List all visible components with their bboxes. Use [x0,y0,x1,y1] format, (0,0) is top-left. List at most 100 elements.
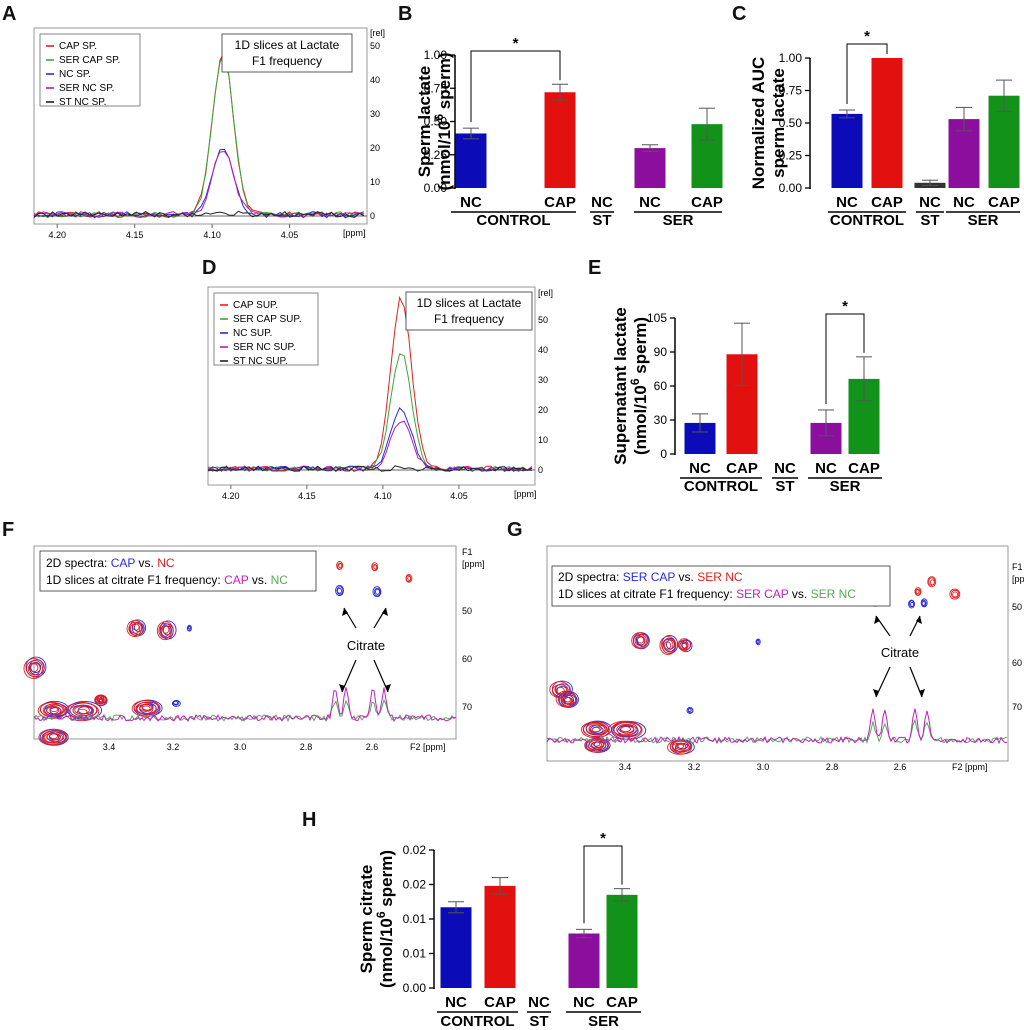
panel-g-slice-trace [546,708,1008,745]
panel-f-line2-vs: vs. [249,573,271,587]
panel-h-bar-chart: 0.00 0.01 0.01 0.02 0.02 NC CAP NC NC CAP CONTROL S… [357,830,641,1030]
contour-ring [336,586,344,595]
contour-ring [98,698,103,703]
panel-f-line2-cap: CAP [224,573,249,587]
contour-ring [678,639,689,651]
contour-ring [561,694,574,705]
panel-e-y-tick-label: 90 [654,345,668,359]
contour-ring [126,620,144,637]
contour-ring [26,660,44,677]
panel-d-spectrum: CAP SUP. SER CAP SUP. NC SUP. SER NC SUP. ST… [207,286,553,501]
panel-h-y-tick-label: 0.00 [403,981,427,995]
panel-d-x-axis: 4.20 4.15 4.10 4.05 [222,485,468,501]
contour-ring [373,564,378,570]
contour-ring [914,587,922,596]
panel-b-y-axis-label: (nmol/106 sperm) [432,52,454,190]
contour-ring [337,587,342,594]
x-tick-label: 3.0 [757,762,770,772]
panel-label-c: C [732,3,746,25]
contour-ring [633,634,647,648]
panel-c-bar [831,113,863,188]
panel-b-category-label: NC [460,194,482,211]
panel-f-slice-trace [33,687,457,723]
panel-b-significance-star: * [513,35,519,52]
y-tick-label: F1 [1012,562,1023,572]
panel-h-group-label: CONTROL [440,1013,514,1030]
panel-g-line1-prefix: 2D spectra: [558,570,623,584]
panel-h-y-tick-label: 0.02 [403,878,427,892]
panel-c-bar [871,58,903,188]
y-tick-label: 50 [370,41,380,51]
contour-ring [159,624,171,637]
contour-ring [635,633,649,647]
contour-ring [141,705,151,711]
panel-a-legend-box [39,33,141,107]
panel-f-line1-vs: vs. [135,556,157,570]
contour-ring [636,636,645,644]
panel-d-title-line2: F1 frequency [434,312,504,326]
x-tick-label: 4.20 [48,230,66,240]
contour-ring [72,704,93,717]
y-tick-label: 0 [538,465,543,475]
panel-b-y-tick-label: 0.75 [424,81,448,95]
panel-g-contours [546,576,1008,755]
panel-g-arrowhead-1 [874,616,880,624]
contour-ring [172,700,180,706]
contour-ring [335,585,344,596]
x-tick-label: 3.4 [619,762,632,772]
contour-ring [554,683,571,697]
panel-f-legend-line2: 1D slices at citrate F1 frequency: CAP v… [46,573,288,587]
panel-b-category-label: CAP [691,194,723,211]
panel-h-category-label: CAP [484,994,516,1011]
legend-label: SER NC SUP. [233,342,296,353]
panel-b-group-label: ST [592,212,611,229]
contour-ring [631,632,649,650]
panel-b-category-label: NC [591,194,613,211]
panel-c-y-tick-label: 0.50 [779,116,803,130]
panel-e-y-axis-label: (nmol/106 sperm) [628,317,650,455]
x-unit-label: F2 [ppm] [410,742,446,752]
panel-g-line2-prefix: 1D slices at citrate F1 frequency: [558,587,736,601]
y-tick-label: 50 [1012,602,1022,612]
x-tick-label: 4.05 [450,491,468,501]
contour-ring [618,724,635,734]
panel-h-category-label: CAP [606,994,638,1011]
y-tick-label: 70 [1012,702,1022,712]
panel-c-group-label: SER [968,212,999,229]
panel-c-category-label: CAP [988,194,1020,211]
contour-ring [29,663,39,673]
panel-a-spectrum-trace [33,210,365,218]
panel-g-line2-nc: SER NC [811,587,857,601]
panel-h-group-label: SER [588,1013,619,1030]
legend-label: NC SUP. [233,328,272,339]
legend-label: CAP SP. [59,41,97,52]
legend-label: ST NC SP. [59,97,106,108]
x-tick-label: 2.8 [300,742,313,752]
contour-ring [929,579,935,586]
contour-ring [675,743,687,750]
panel-b-significance-bracket [470,50,561,123]
contour-ring [591,726,601,733]
contour-ring [584,737,610,753]
panel-label-e: E [588,257,601,279]
contour-ring [41,730,67,746]
contour-ring [46,733,60,741]
legend-label: SER NC SP. [59,83,114,94]
panel-label-g: G [507,519,523,541]
panel-b-group-label: CONTROL [476,212,550,229]
contour-ring [679,641,688,650]
panel-e-group-label: SER [830,478,861,495]
panel-b-y-tick-label: 1.00 [424,48,448,62]
panel-f-arrowhead-4 [385,684,391,692]
panel-f-citrate-label: Citrate [347,638,385,653]
panel-f-legend-line1: 2D spectra: CAP vs. NC [46,556,175,570]
x-tick-label: 3.2 [167,742,180,752]
contour-ring [921,600,926,606]
contour-ring [910,601,915,607]
panel-h-group-label: ST [529,1013,548,1030]
contour-ring [76,708,88,715]
contour-ring [908,599,915,609]
panel-label-a: A [2,3,16,25]
panel-a-legend: CAP SP. SER CAP SP. NC SP. SER NC SP. ST NC … [46,41,120,108]
panel-g-line1-vs: vs. [675,570,697,584]
